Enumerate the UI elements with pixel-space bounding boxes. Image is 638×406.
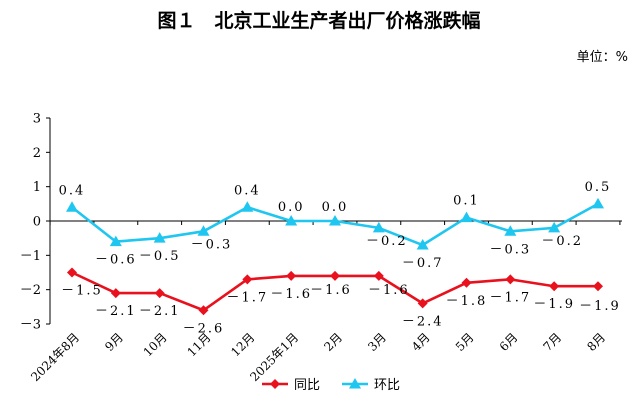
data-point [593,281,603,292]
data-point [372,221,385,233]
data-label: －1.9 [579,299,621,314]
x-tick-label: 4月 [409,330,433,354]
legend: 同比 环比 [262,378,400,393]
data-point [416,239,429,250]
data-label: 0.0 [278,200,305,215]
data-label: －1.6 [270,287,312,302]
y-tick-label: －1 [20,249,41,264]
data-label: 0.4 [59,183,86,198]
x-tick-label: 7月 [541,330,565,354]
data-label: －1.6 [368,283,410,298]
data-point [330,270,340,281]
data-point [154,288,165,299]
data-label: 0.1 [453,194,480,209]
data-label: －0.3 [191,237,233,252]
data-label: 0.4 [234,183,261,198]
data-label: －1.8 [446,294,488,309]
data-point [242,274,253,285]
y-tick-label: 3 [33,112,41,127]
data-point [329,215,341,226]
data-label: －1.6 [310,283,352,298]
data-point [66,201,78,212]
chart-title: 图１ 北京工业生产者出厂价格涨跌幅 [157,10,481,32]
data-label: －1.5 [61,284,103,299]
x-tick-label: 12月 [228,330,257,359]
labels-layer: －1.5－2.1 －2.1－2.6－1.7 －1.6－1.6 －1.6－2.4－1.8… [59,180,621,336]
data-point [110,288,121,299]
series-layer [66,197,604,316]
data-point [460,211,473,223]
legend-label: 同比 [294,378,320,393]
x-tick-label: 8月 [584,330,608,354]
y-tick-label: －2 [20,283,41,298]
data-point [198,305,209,316]
data-point [286,270,297,281]
y-tick-label: 1 [33,180,41,195]
data-label: －2.1 [139,304,181,319]
data-label: －1.9 [533,297,575,312]
data-point [153,232,166,243]
data-point [549,281,560,292]
data-point [197,225,210,236]
data-point [461,277,472,288]
data-point [592,197,604,209]
data-point [109,235,122,247]
x-tick-label: 5月 [453,330,477,354]
data-label: －2.4 [402,314,444,329]
data-point [285,215,298,226]
x-tick-label: 2月 [321,330,345,354]
data-label: －1.7 [489,290,531,305]
data-point [548,221,561,233]
data-label: －0.5 [139,249,181,264]
data-label: －0.2 [366,234,408,249]
legend-label: 环比 [374,378,400,393]
data-point [373,270,384,281]
x-tick-label: 10月 [141,330,170,359]
x-tick-label: 3月 [365,330,389,354]
data-label: －0.3 [489,242,531,257]
data-label: －0.6 [95,253,137,268]
x-tick-label: 9月 [102,330,126,354]
unit-label: 单位：% [576,50,628,65]
data-label: －0.2 [541,234,583,249]
data-point [241,201,254,212]
data-point [67,267,77,278]
data-point [504,225,517,236]
y-tick-label: 2 [33,146,41,161]
legend-marker [270,379,280,389]
data-label: －2.6 [183,321,225,336]
x-tick-label: 6月 [497,330,521,354]
data-point [505,274,516,285]
data-label: 0.0 [322,200,349,215]
y-tick-label: 0 [33,215,41,230]
data-label: －2.1 [95,304,137,319]
data-label: －0.7 [402,256,444,271]
data-label: 0.5 [585,180,612,195]
data-label: －1.7 [226,290,268,305]
y-tick-label: －3 [20,318,41,333]
x-tick-label: 2024年8月 [28,330,82,384]
legend-marker [349,378,361,389]
data-point [417,298,428,309]
